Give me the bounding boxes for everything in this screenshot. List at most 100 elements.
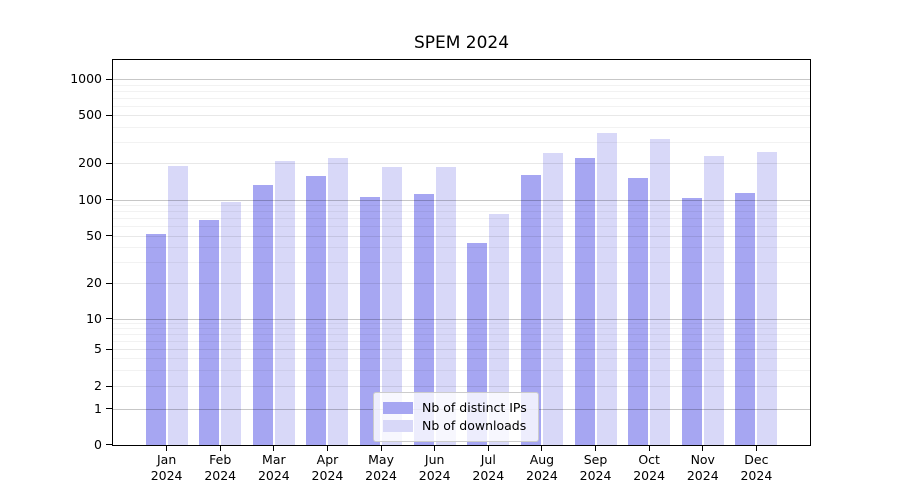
legend-item-distinct-ips: Nb of distinct IPs <box>383 399 527 416</box>
gridline-major <box>113 199 810 201</box>
y-tick-label: 500 <box>78 107 102 123</box>
x-tick <box>648 445 650 451</box>
y-tick-label: 2 <box>94 378 102 393</box>
x-tick <box>434 445 436 451</box>
y-tick-label: 20 <box>86 275 102 290</box>
gridline-minor <box>113 261 810 263</box>
x-tick-label: Feb 2024 <box>204 452 237 483</box>
y-tick-label: 1 <box>94 400 102 416</box>
gridline-minor <box>113 328 810 330</box>
bar-downloads-nov <box>703 155 724 445</box>
legend: Nb of distinct IPs Nb of downloads <box>373 392 539 442</box>
gridline-minor <box>113 142 810 144</box>
gridline-minor <box>113 126 810 128</box>
bar-downloads-aug <box>542 152 563 445</box>
gridline-minor <box>113 218 810 220</box>
x-tick <box>273 445 275 451</box>
y-tick <box>106 78 113 80</box>
bar-downloads-oct <box>650 139 671 445</box>
legend-swatch-distinct-ips <box>383 401 413 414</box>
gridline-minor <box>113 226 810 228</box>
x-tick-label: Mar 2024 <box>257 452 290 483</box>
bar-downloads-may <box>382 167 403 445</box>
y-tick <box>106 408 113 409</box>
gridline-minor <box>113 358 810 359</box>
x-tick-label: Dec 2024 <box>740 452 773 483</box>
gridline-minor <box>113 369 810 371</box>
legend-swatch-downloads <box>383 419 413 432</box>
bar-downloads-jul <box>489 213 510 445</box>
x-tick-label: Jan 2024 <box>150 452 183 483</box>
y-tick <box>106 235 113 236</box>
bar-downloads-jan <box>167 166 188 445</box>
bar-distinct-ips-aug <box>520 175 541 445</box>
x-tick <box>755 445 757 451</box>
y-tick <box>106 114 113 116</box>
gridline-minor <box>113 211 810 213</box>
bar-distinct-ips-may <box>360 196 381 445</box>
gridline-minor <box>113 205 810 207</box>
x-tick-label: Jul 2024 <box>472 452 505 483</box>
bar-downloads-feb <box>221 202 242 445</box>
bar-distinct-ips-feb <box>199 219 220 445</box>
y-tick <box>106 162 113 164</box>
gridline-minor <box>113 90 810 92</box>
x-tick-label: Nov 2024 <box>686 452 719 483</box>
gridline-major <box>113 318 810 320</box>
gridline-major <box>113 163 810 165</box>
legend-label-distinct-ips: Nb of distinct IPs <box>422 400 527 415</box>
y-tick-label: 1000 <box>70 71 102 86</box>
x-tick <box>595 445 597 451</box>
x-tick-label: Aug 2024 <box>526 452 558 483</box>
x-tick-label: Oct 2024 <box>633 452 666 483</box>
y-tick <box>106 282 113 284</box>
y-tick-label: 50 <box>86 227 102 243</box>
x-tick <box>702 445 704 451</box>
x-tick-label: Apr 2024 <box>311 452 344 483</box>
bar-downloads-apr <box>328 158 349 445</box>
bar-distinct-ips-sep <box>574 157 595 445</box>
x-tick-label: Jun 2024 <box>418 452 451 483</box>
gridline-minor <box>113 97 810 99</box>
bar-downloads-sep <box>596 133 617 445</box>
chart-title: SPEM 2024 <box>413 33 510 53</box>
x-tick <box>166 445 168 451</box>
bar-downloads-jun <box>435 167 456 445</box>
y-tick-label: 5 <box>94 341 102 356</box>
y-tick-label: 10 <box>86 310 102 326</box>
y-tick <box>106 318 113 319</box>
gridline-major <box>113 79 810 80</box>
y-tick <box>106 199 113 201</box>
x-tick <box>219 445 221 451</box>
bar-downloads-mar <box>274 161 295 445</box>
gridline-major <box>113 235 810 237</box>
x-tick <box>326 445 328 451</box>
gridline-major <box>113 386 810 387</box>
x-tick <box>541 445 543 451</box>
bar-distinct-ips-dec <box>735 193 756 445</box>
y-tick <box>106 348 113 350</box>
legend-item-downloads: Nb of downloads <box>383 417 527 434</box>
bar-distinct-ips-apr <box>306 176 327 445</box>
bar-distinct-ips-mar <box>252 184 273 445</box>
gridline-minor <box>113 105 810 107</box>
bar-distinct-ips-jun <box>413 193 434 445</box>
gridline-minor <box>113 247 810 249</box>
gridline-minor <box>113 84 810 86</box>
grid-layer <box>113 60 810 445</box>
bar-distinct-ips-oct <box>628 177 649 445</box>
y-tick <box>106 444 113 445</box>
gridline-minor <box>113 323 810 325</box>
y-tick-label: 0 <box>94 436 102 452</box>
x-tick-label: May 2024 <box>365 452 397 483</box>
y-tick <box>106 385 113 387</box>
x-tick <box>380 445 382 451</box>
gridline-major <box>113 283 810 284</box>
gridline-major <box>113 349 810 350</box>
bar-distinct-ips-nov <box>681 198 702 445</box>
y-tick-label: 200 <box>78 155 102 171</box>
x-tick-label: Sep 2024 <box>579 452 612 483</box>
gridline-minor <box>113 334 810 336</box>
x-tick <box>487 445 489 451</box>
